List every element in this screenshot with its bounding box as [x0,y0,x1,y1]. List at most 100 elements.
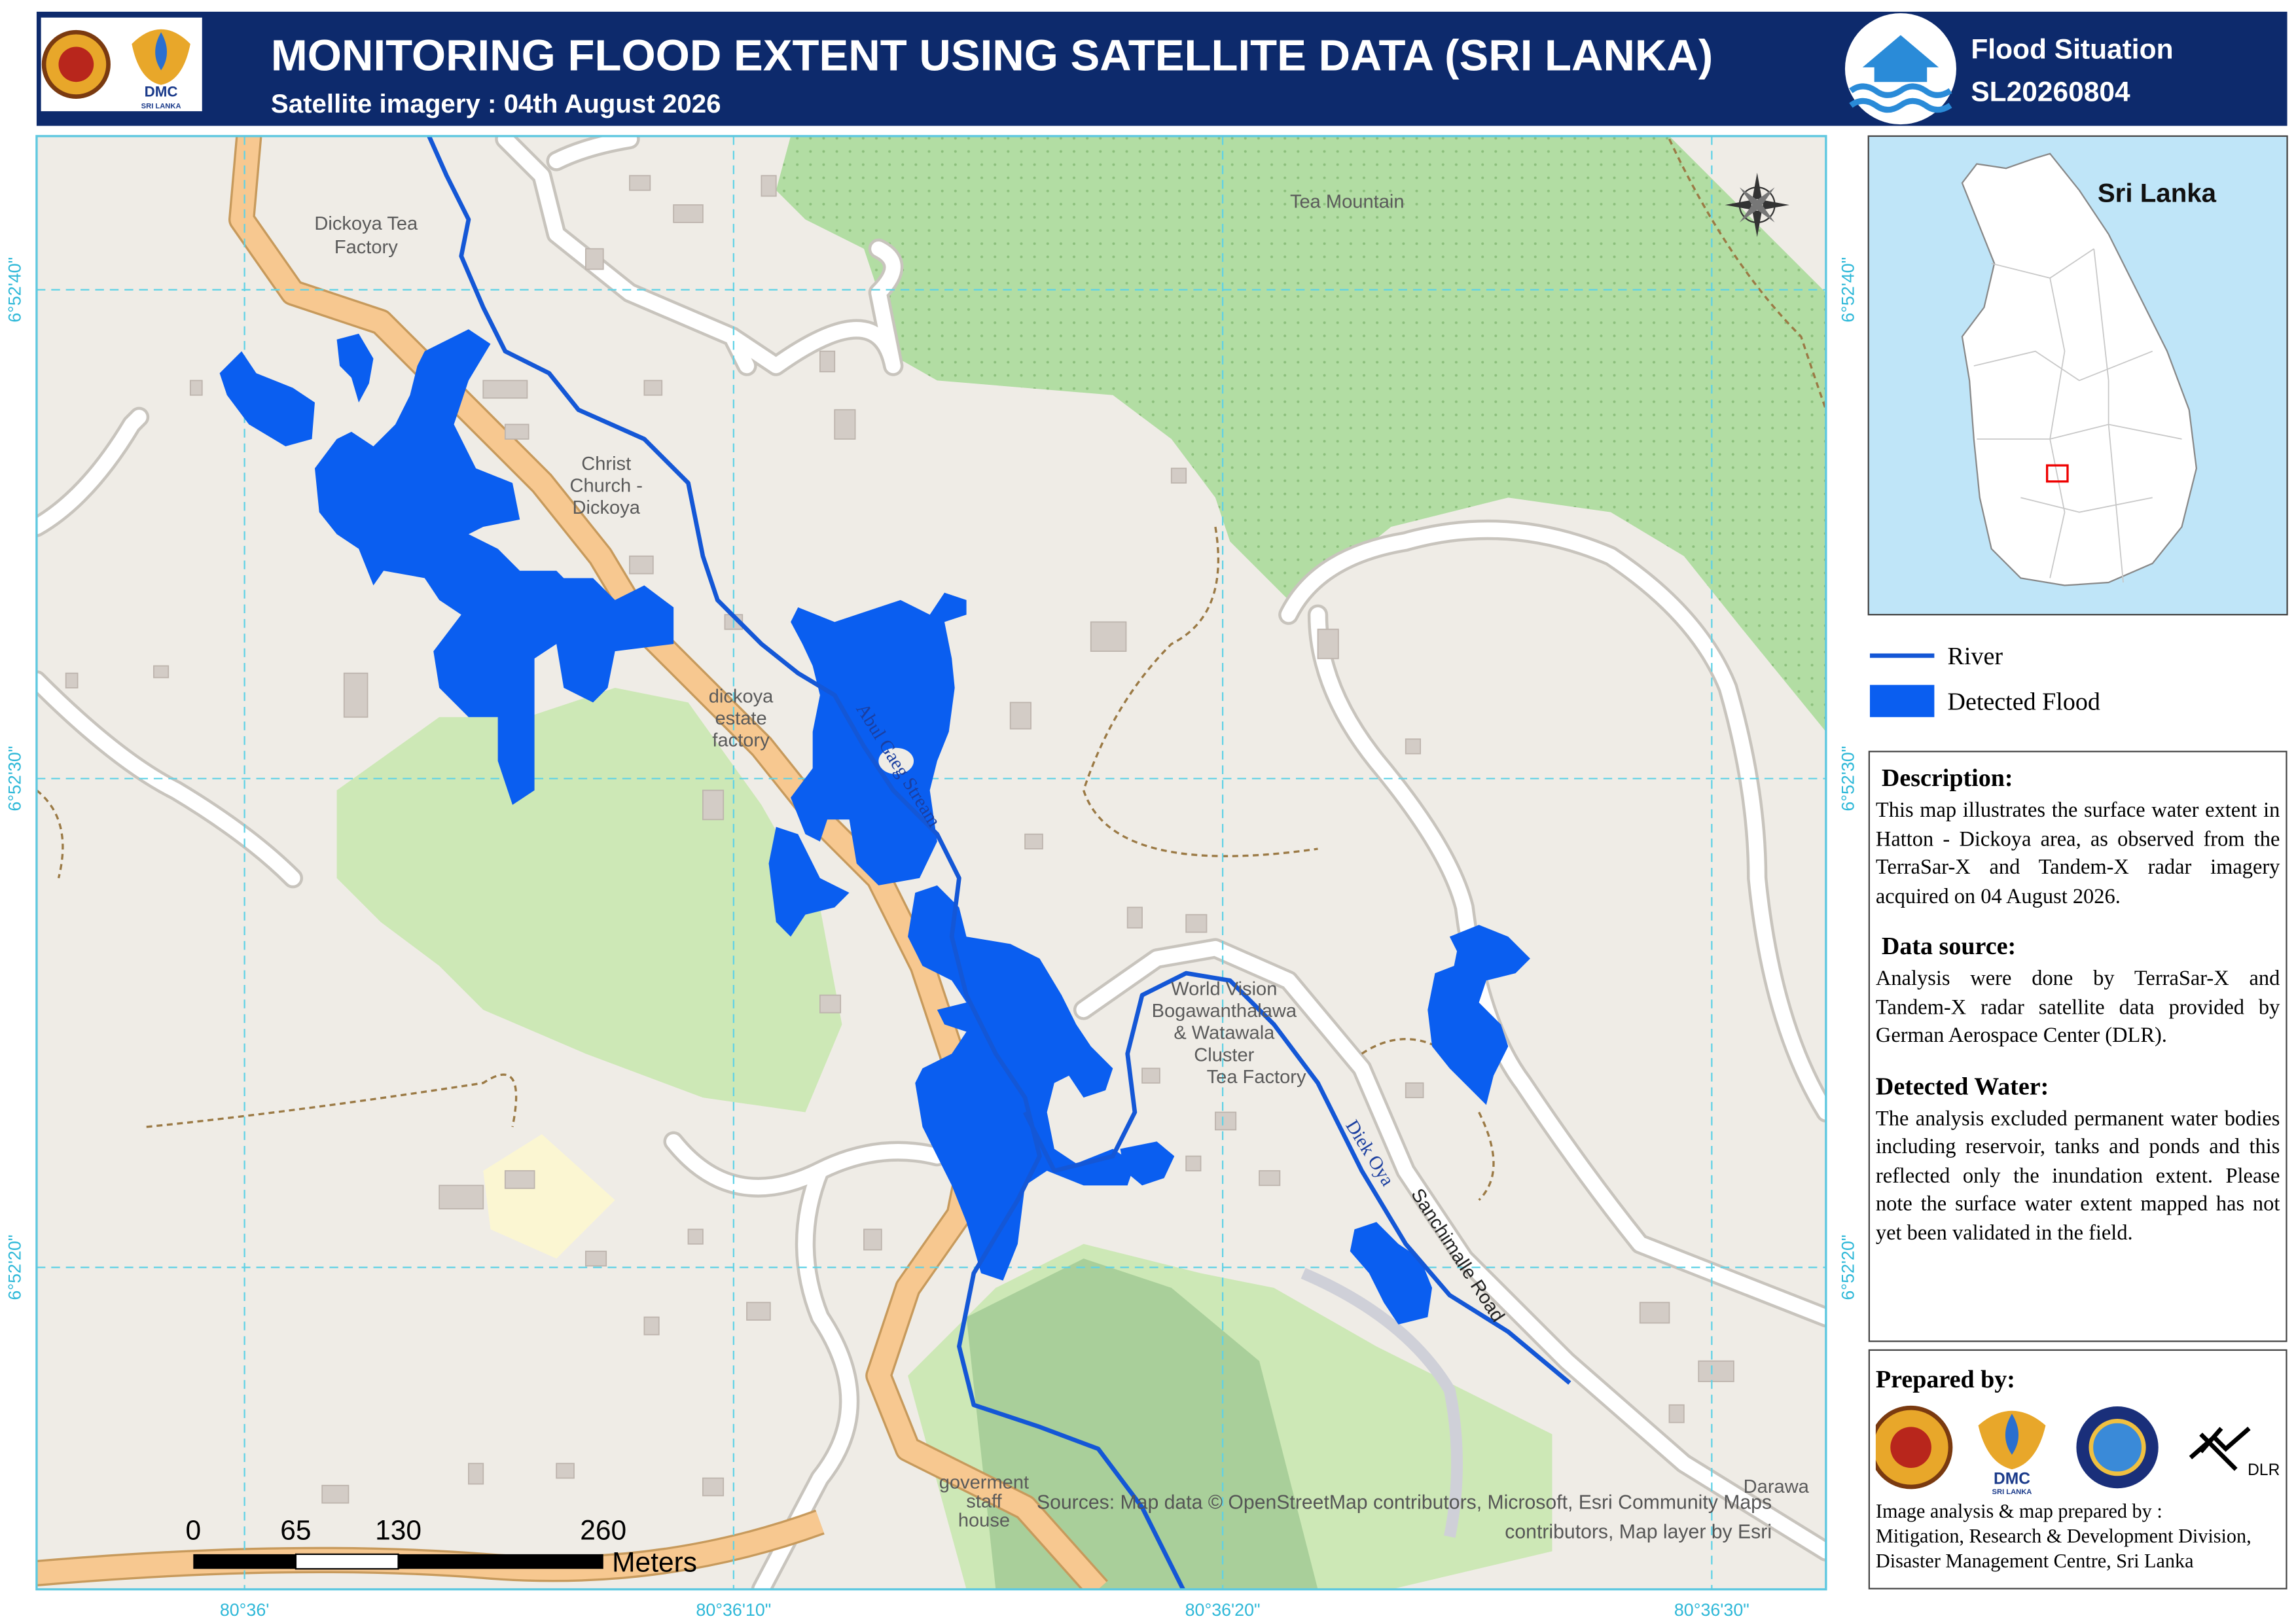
flood-icon-house [1862,35,1939,82]
paths [36,138,1826,1201]
flood-icon-waves [1849,83,1952,113]
scale-tick: 260 [580,1516,626,1546]
roads-part [666,1134,945,1590]
district-boundaries [1973,248,2182,583]
buildings-part [439,1185,484,1210]
buildings-part [702,1477,725,1497]
buildings-part [863,1228,882,1251]
buildings-part [556,1463,575,1479]
credits: Image analysis & map prepared by : Mitig… [1876,1499,2283,1573]
detected-water-heading: Detected Water: [1875,1072,2049,1100]
label-line: staff [966,1491,1002,1512]
legend-label: River [1948,643,2003,670]
roads-part [1281,522,1826,1325]
buildings-part [504,1170,535,1189]
label-line: Dickoya Tea [314,213,418,234]
buildings-part [504,423,529,440]
buildings-part [629,175,651,191]
label-line: Christ [581,454,631,474]
place-label: World Vision Bogawanthalawa & Watawala Clus… [1152,979,1306,1088]
label-line: goverment [939,1472,1029,1493]
attribution: Sources: Map data © OpenStreetMap contri… [1037,1492,1772,1514]
buildings-part [1141,1067,1160,1084]
scale-bar: 0 65 130 260 Meters [185,1516,697,1578]
buildings-part [585,248,604,270]
buildings-part [819,994,842,1014]
buildings-part [1185,914,1208,933]
flood-area [1427,925,1530,1105]
legend-label: Detected Flood [1948,688,2100,716]
dmc-drop [2005,1414,2019,1455]
buildings-part [1668,1404,1685,1423]
buildings-part [687,1228,704,1245]
logo-text: DMC [1994,1471,2030,1488]
label-line: Church - [569,475,642,496]
logo-text: DMC [145,84,178,100]
label-line: Tea Mountain [1290,192,1405,213]
buildings-part [643,380,663,396]
area-indicator [2045,464,2069,483]
lat-label: 6°52'40" [1838,257,1857,323]
place-label: Tea Mountain [1290,192,1405,213]
scale-segment [193,1554,296,1569]
lon-label: 80°36'30" [1674,1600,1749,1620]
label-line: Tea Factory [1207,1067,1306,1088]
label-line: Cluster [1194,1044,1254,1065]
flood-area [1120,1141,1175,1186]
description-box: Description: This map illustrates the su… [1868,751,2287,1342]
subtitle: Satellite imagery : 04th August 2026 [271,89,721,118]
buildings-part [1170,467,1187,484]
river [427,135,1571,1590]
buildings-part [1024,833,1043,849]
scale-segment [398,1554,603,1569]
lon-label: 80°36'10" [696,1600,771,1620]
buildings-part [834,409,856,440]
buildings-part [1215,1111,1237,1131]
flood-area [1350,1222,1433,1325]
label-line: factory [712,730,770,751]
buildings-part [321,1484,350,1504]
lat-label: 6°52'20" [1838,1235,1857,1300]
label-line: Dickoya [573,497,641,518]
logo-subtext: SRI LANKA [141,102,181,110]
label-line: World Vision [1171,979,1277,1000]
scale-segment [295,1553,399,1570]
buildings-part [65,672,79,688]
lat-label: 6°52'30" [5,746,24,812]
map-body: Dickoya Tea Factory Tea Mountain Christ Ch… [36,135,1826,1590]
buildings-part [673,204,704,223]
flood-area [315,329,674,805]
buildings-part [746,1302,771,1321]
prepared-by-heading: Prepared by: [1875,1365,2015,1393]
lat-label: 6°52'30" [1838,746,1857,812]
title: MONITORING FLOOD EXTENT USING SATELLITE … [271,31,1713,80]
scale-tick: 65 [280,1516,311,1546]
buildings-part [585,1251,607,1267]
label-line: Factory [334,237,398,258]
yellow-area [483,1134,615,1259]
inset-title: Sri Lanka [2098,179,2217,208]
dlr-logo [2189,1427,2251,1471]
coordinate-labels: 6°52'40" 6°52'30" 6°52'20" 6°52'40" 6°52… [5,257,1857,1620]
data-source-heading: Data source: [1881,932,2017,960]
flood-area [791,592,967,885]
situation-label: Flood Situation [1971,34,2173,65]
lat-label: 6°52'20" [5,1235,24,1300]
partner-logos: DMC SRI LANKA DLR [1875,1405,2280,1495]
label-line: house [958,1510,1010,1531]
roads [36,135,1826,1590]
buildings-part [1090,621,1127,652]
dlr-text: DLR [2248,1461,2280,1479]
north-arrow-part [1725,172,1789,238]
place-label: dickoya estate factory [709,686,774,751]
data-source-text: Analysis were done by TerraSar-X and Tan… [1875,967,2280,1048]
scale-tick: 130 [375,1516,422,1546]
north-arrow [1725,172,1789,238]
credit-line: Disaster Management Centre, Sri Lanka [1875,1550,2194,1572]
buildings-part [153,665,170,679]
buildings-part [1259,1170,1281,1186]
country-shape [1961,152,2198,586]
label-line: & Watawala [1174,1023,1275,1044]
